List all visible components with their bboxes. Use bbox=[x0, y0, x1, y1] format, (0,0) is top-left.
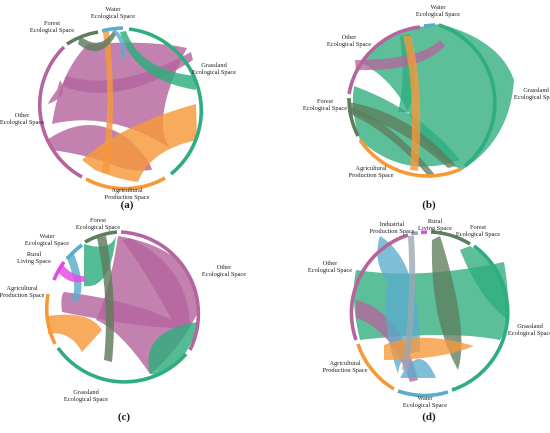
arc-grassland bbox=[56, 346, 188, 384]
ribbon-forest-grassland bbox=[348, 102, 456, 168]
arc-grassland bbox=[451, 244, 510, 392]
arc-other bbox=[349, 233, 409, 341]
arc-rural bbox=[52, 260, 66, 281]
label-other: Other Ecological Space bbox=[308, 260, 352, 274]
panel-b-labels: Water Ecological Space Other Ecological Sp… bbox=[303, 4, 550, 179]
label-agricultural: Agricultural Production Space bbox=[349, 165, 394, 179]
label-agricultural: Agricultural Production Space bbox=[0, 285, 45, 299]
label-water: Water Ecological Space bbox=[25, 233, 69, 247]
panel-c-labels: Forest Ecological Space Water Ecological S… bbox=[0, 217, 246, 403]
panel-a-arcs bbox=[37, 26, 204, 191]
label-agricultural: Agricultural Production Space bbox=[323, 360, 368, 374]
panel-d-labels: Industrial Production Space Rural Living S… bbox=[308, 218, 550, 409]
ribbon-grassland-other bbox=[148, 322, 198, 375]
label-water: Water Ecological Space bbox=[403, 395, 447, 409]
ribbon-other-self bbox=[48, 80, 64, 104]
arc-grassland bbox=[438, 23, 497, 168]
label-forest: Forest Ecological Space bbox=[303, 98, 347, 112]
arc-other bbox=[37, 45, 83, 179]
arc-agricultural bbox=[44, 293, 57, 345]
arc-industrial bbox=[410, 231, 419, 236]
label-other: Other Ecological Space bbox=[327, 34, 371, 48]
label-forest: Forest Ecological Space bbox=[456, 224, 500, 238]
label-rural: Rural Living Space bbox=[17, 251, 51, 265]
panel-b-label: (b) bbox=[422, 199, 436, 211]
panel-a-labels: Water Ecological Space Forest Ecological S… bbox=[0, 6, 236, 201]
panel-a-ribbons bbox=[47, 30, 197, 182]
label-agricultural: Agricultural Production Space bbox=[105, 187, 150, 201]
label-water: Water Ecological Space bbox=[91, 6, 135, 20]
arc-water bbox=[65, 243, 84, 261]
label-forest: Forest Ecological Space bbox=[76, 217, 120, 231]
arc-forest bbox=[84, 230, 118, 244]
panel-b-ribbons bbox=[348, 24, 514, 178]
ribbon-agricultural-grassland bbox=[82, 104, 197, 182]
label-forest: Forest Ecological Space bbox=[30, 20, 74, 34]
arc-grassland bbox=[128, 27, 204, 176]
arc-other bbox=[347, 25, 421, 95]
panel-d: Industrial Production Space Rural Living S… bbox=[308, 218, 550, 423]
ribbon-water-loop bbox=[400, 359, 436, 378]
label-industrial: Industrial Production Space bbox=[370, 221, 415, 235]
ribbon-grassland-water bbox=[120, 31, 196, 90]
ribbon-rural-agricultural bbox=[58, 264, 86, 283]
ribbon-forest-grassland bbox=[431, 236, 462, 370]
panel-c-ribbons bbox=[48, 236, 200, 375]
ribbon-forest-water bbox=[78, 30, 116, 52]
ribbon-forest-grassland bbox=[97, 236, 114, 362]
label-other: Other Ecological Space bbox=[202, 264, 246, 278]
ribbon-grassland-self bbox=[460, 246, 509, 320]
panel-d-label: (d) bbox=[422, 411, 436, 423]
panel-a-label: (a) bbox=[121, 199, 134, 211]
label-rural: Rural Living Space bbox=[418, 218, 452, 232]
arc-forest bbox=[66, 30, 99, 46]
arc-agricultural bbox=[356, 343, 395, 391]
arc-forest bbox=[347, 97, 360, 137]
arc-water bbox=[101, 26, 124, 33]
panel-d-arcs bbox=[349, 230, 510, 398]
ribbon-agricultural-grassland bbox=[403, 36, 421, 171]
ribbon-other-agricultural bbox=[61, 238, 191, 329]
arc-rural bbox=[420, 230, 428, 235]
ribbon-agricultural-other bbox=[48, 314, 102, 352]
arc-forest bbox=[430, 230, 471, 246]
panel-c-label: (c) bbox=[118, 411, 131, 423]
arc-water bbox=[397, 389, 449, 398]
arc-water bbox=[423, 23, 436, 28]
ribbon-other-grassland bbox=[355, 40, 445, 71]
ribbon-industrial-other bbox=[402, 236, 416, 372]
panel-b: Water Ecological Space Other Ecological Sp… bbox=[303, 4, 550, 211]
panel-c-arcs bbox=[44, 230, 201, 384]
arc-agricultural bbox=[85, 176, 166, 191]
panel-d-ribbons bbox=[353, 236, 509, 382]
arc-agricultural bbox=[358, 138, 462, 178]
panel-a: Water Ecological Space Forest Ecological S… bbox=[0, 6, 236, 211]
arc-other bbox=[120, 230, 201, 351]
panel-b-arcs bbox=[347, 23, 497, 178]
label-other: Other Ecological Space bbox=[0, 112, 44, 126]
ribbon-water-grassland bbox=[112, 30, 125, 60]
ribbon-other-water bbox=[356, 300, 418, 382]
ribbon-agricultural-water bbox=[102, 31, 113, 174]
panel-c: Forest Ecological Space Water Ecological S… bbox=[0, 217, 246, 423]
label-water: Water Ecological Space bbox=[416, 4, 460, 18]
